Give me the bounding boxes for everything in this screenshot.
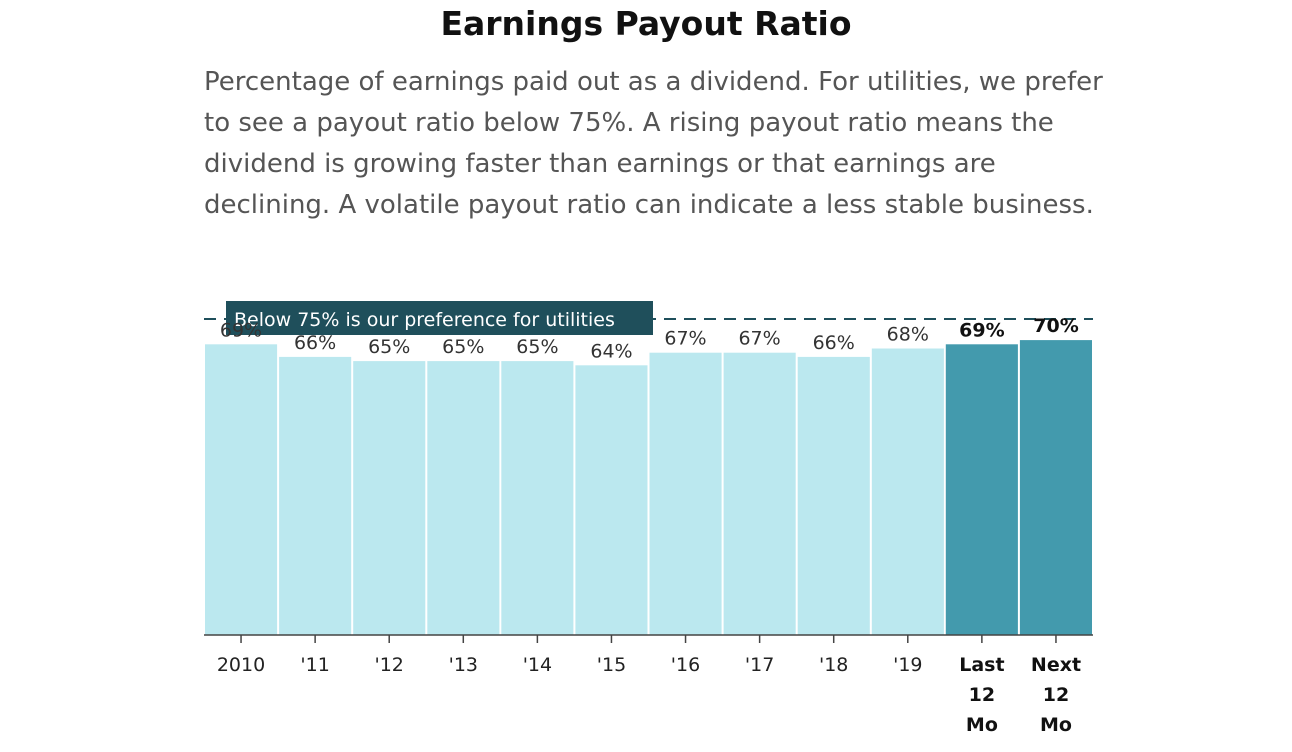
bar-4 (501, 361, 574, 635)
chart-subtitle: Percentage of earnings paid out as a div… (204, 67, 1103, 220)
bars-layer (205, 340, 1092, 635)
bar-7 (723, 352, 796, 635)
bar-10 (945, 344, 1018, 635)
chart-title: Earnings Payout Ratio (440, 4, 852, 43)
x-axis: 2010 '11 '12 '13 '14 '15 '16 '17 '18 '19 Last 12 Mo N… (204, 634, 1093, 736)
value-label-9: 68% (887, 324, 929, 346)
value-label-3: 65% (442, 336, 484, 358)
value-label-2: 65% (368, 336, 410, 358)
x-tick-label-4: '14 (523, 654, 552, 676)
bar-11 (1019, 340, 1092, 635)
reference-label: Below 75% is our preference for utilitie… (226, 301, 653, 335)
x-tick-label-9: '19 (893, 654, 922, 676)
bar-2 (353, 361, 426, 635)
bar-0 (205, 344, 278, 635)
bar-5 (575, 365, 648, 635)
value-label-8: 66% (813, 332, 855, 354)
x-tick-label-11: Next 12 Mo (1031, 654, 1081, 736)
x-tick-label-8: '18 (819, 654, 848, 676)
x-tick-label-3: '13 (449, 654, 478, 676)
x-tick-label-6: '16 (671, 654, 700, 676)
x-tick-label-0: 2010 (217, 654, 265, 676)
value-label-4: 65% (516, 336, 558, 358)
value-labels-layer: 69% 66% 65% 65% 65% 64% 67% 67% 66% 68% 69% 70% (220, 315, 1079, 362)
bar-1 (279, 356, 352, 635)
bar-8 (797, 356, 870, 635)
reference-label-text: Below 75% is our preference for utilitie… (234, 309, 615, 331)
x-tick-label-5: '15 (597, 654, 626, 676)
value-label-0: 69% (220, 319, 262, 341)
x-tick-label-10: Last 12 Mo (959, 654, 1004, 736)
value-label-6: 67% (664, 328, 706, 350)
value-label-11: 70% (1033, 315, 1078, 337)
bar-3 (427, 361, 500, 635)
bar-9 (871, 348, 944, 635)
x-tick-label-2: '12 (374, 654, 403, 676)
x-tick-label-7: '17 (745, 654, 774, 676)
reference-layer: Below 75% is our preference for utilitie… (204, 301, 1093, 335)
value-label-1: 66% (294, 332, 336, 354)
x-tick-label-1: '11 (300, 654, 329, 676)
reference-label-box (226, 301, 653, 335)
value-label-10: 69% (959, 319, 1004, 341)
value-label-7: 67% (738, 328, 780, 350)
bar-6 (649, 352, 722, 635)
value-label-5: 64% (590, 340, 632, 362)
